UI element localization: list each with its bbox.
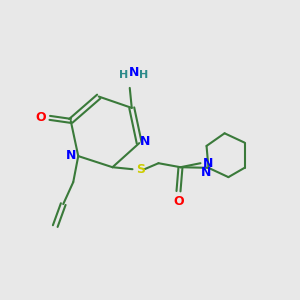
Text: O: O (173, 195, 184, 208)
Text: N: N (203, 157, 214, 170)
Text: N: N (66, 148, 76, 162)
Text: N: N (140, 135, 150, 148)
Text: N: N (129, 66, 139, 80)
Text: H: H (139, 70, 148, 80)
Text: N: N (201, 166, 212, 179)
Text: H: H (119, 70, 128, 80)
Text: O: O (35, 111, 46, 124)
Text: S: S (136, 163, 145, 176)
